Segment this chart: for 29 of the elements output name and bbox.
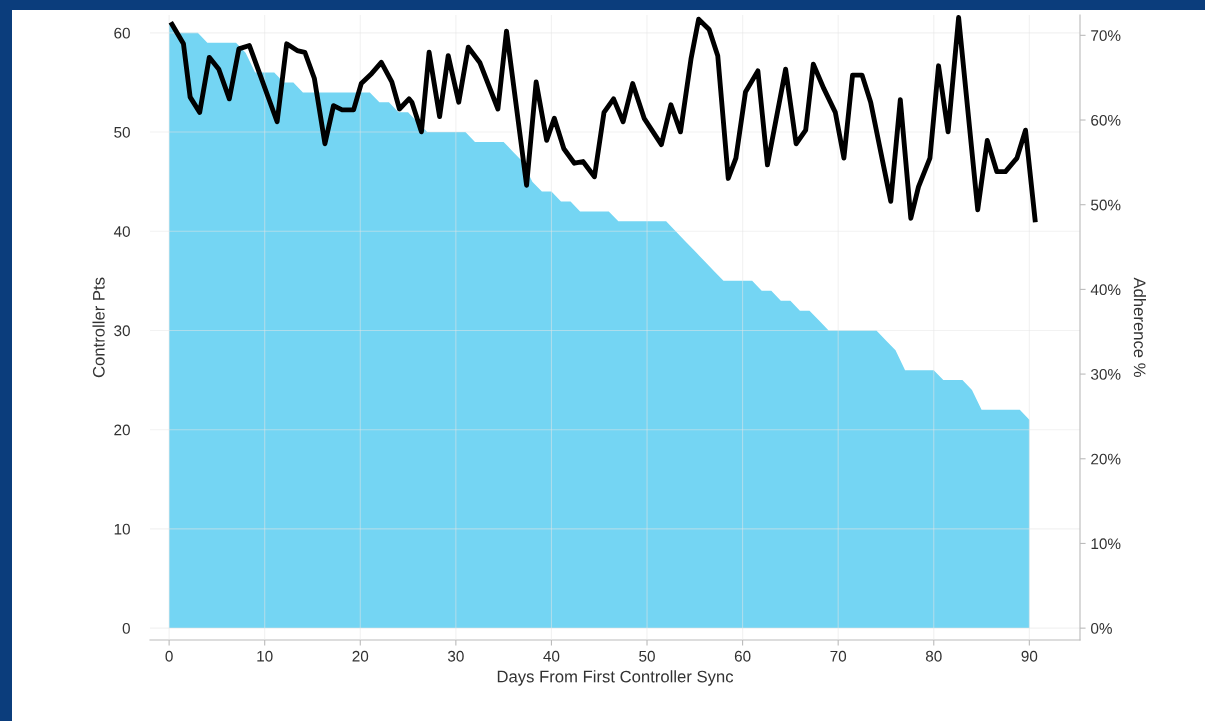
y2-tick-label: 70% (1091, 30, 1121, 42)
x-tick-label: 10 (257, 650, 273, 662)
y2-tick-label: 0% (1091, 623, 1112, 634)
y2-axis-title: Adherence % (1133, 277, 1146, 377)
x-tick-label: 70 (830, 650, 847, 662)
y2-tick-label: 20% (1091, 453, 1121, 465)
y-tick-label: 40 (113, 226, 130, 237)
x-tick-label: 30 (447, 650, 464, 662)
x-tick-label: 40 (543, 650, 560, 662)
x-tick-label: 90 (1021, 650, 1038, 662)
y-tick-label: 50 (114, 126, 130, 138)
x-axis-title: Days From First Controller Sync (497, 670, 734, 686)
y-tick-label: 30 (114, 325, 130, 337)
y2-tick-label: 40% (1090, 284, 1121, 296)
y-tick-label: 60 (114, 27, 130, 39)
line-series (169, 15, 1038, 223)
y2-tick-label: 10% (1091, 538, 1121, 550)
y-tick-label: 10 (114, 523, 130, 535)
y-tick-label: 0 (122, 622, 130, 634)
x-tick-label: 60 (734, 650, 751, 662)
x-tick-label: 0 (165, 650, 173, 662)
x-tick-label: 50 (639, 650, 655, 662)
y-tick-label: 20 (114, 424, 130, 436)
y2-tick-label: 60% (1091, 114, 1121, 126)
y-axis-title: Controller Pts (92, 277, 105, 378)
y2-tick-label: 50% (1091, 199, 1121, 211)
y2-tick-label: 30% (1091, 368, 1121, 380)
x-tick-label: 20 (352, 650, 369, 662)
x-tick-label: 80 (925, 650, 942, 662)
